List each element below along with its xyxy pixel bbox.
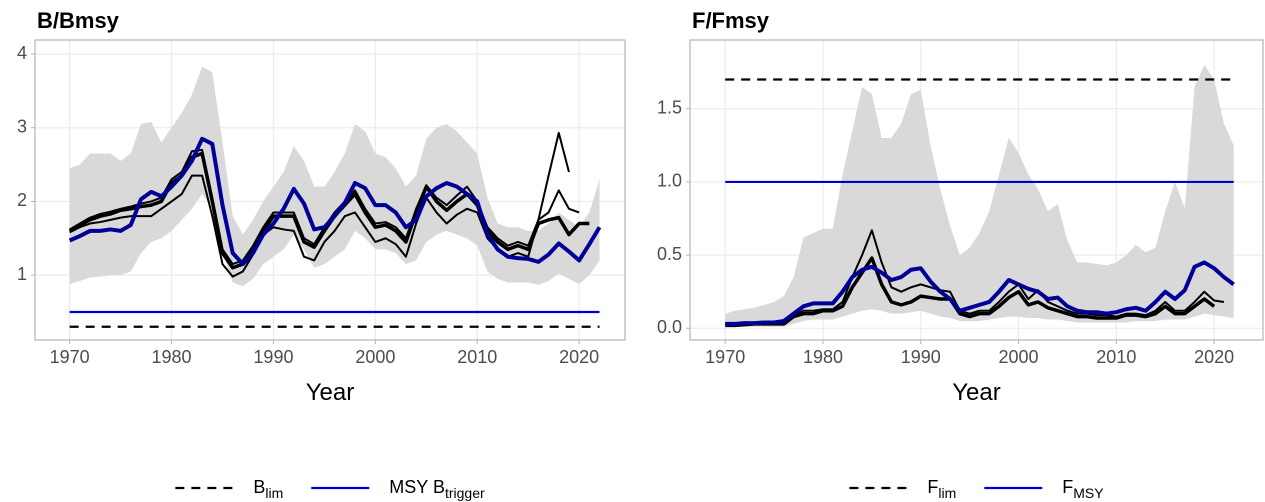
legend-label: FMSY — [1062, 477, 1104, 501]
panel: B/Bmsy 1 2 3 4 1970 1980 1990 2000 2010 2020 Year Bl… — [17, 8, 626, 501]
confidence-band — [725, 64, 1234, 327]
legend: Flim FMSY — [849, 477, 1104, 501]
x-tick-label: 1970 — [50, 347, 90, 367]
y-tick-label: 2 — [17, 190, 27, 210]
legend-name: F — [1062, 477, 1073, 497]
legend-subscript: lim — [938, 485, 956, 501]
y-tick-label: 1.0 — [657, 171, 682, 191]
x-tick-label: 2000 — [999, 347, 1039, 367]
y-tick-label: 1 — [17, 264, 27, 284]
panel-title: B/Bmsy — [37, 8, 120, 33]
legend-label: MSY Btrigger — [389, 477, 485, 501]
y-tick-label: 0.5 — [657, 244, 682, 264]
x-tick-label: 1980 — [803, 347, 843, 367]
x-tick-label: 2010 — [1096, 347, 1136, 367]
legend-subscript: MSY — [1073, 485, 1104, 501]
y-tick-label: 3 — [17, 116, 27, 136]
confidence-band — [69, 66, 600, 287]
x-axis-title: Year — [952, 379, 1001, 406]
legend-label: Flim — [927, 477, 956, 501]
panel-title: F/Fmsy — [692, 8, 770, 33]
legend: Blim MSY Btrigger — [175, 477, 485, 501]
x-tick-label: 1990 — [253, 347, 293, 367]
x-tick-label: 2010 — [457, 347, 497, 367]
legend-name: B — [253, 477, 265, 497]
x-tick-label: 2000 — [355, 347, 395, 367]
series-line — [725, 229, 1225, 325]
series-line — [68, 136, 602, 267]
x-tick-label: 1990 — [901, 347, 941, 367]
y-tick-label: 4 — [17, 43, 27, 63]
y-tick-label: 0.0 — [657, 317, 682, 337]
series-line — [725, 256, 1216, 328]
legend-subscript: trigger — [445, 485, 485, 501]
x-tick-label: 1980 — [152, 347, 192, 367]
legend-name: F — [927, 477, 938, 497]
legend-subscript: lim — [265, 485, 283, 501]
y-tick-label: 1.5 — [657, 98, 682, 118]
series-line — [725, 260, 1235, 326]
plot-border — [34, 39, 626, 341]
x-tick-label: 1970 — [705, 347, 745, 367]
legend-name: MSY B — [389, 477, 445, 497]
x-tick-label: 2020 — [1194, 347, 1234, 367]
plot-border — [689, 39, 1264, 341]
panel: F/Fmsy 0.0 0.5 1.0 1.5 1970 1980 1990 2000 2010 20… — [657, 8, 1264, 501]
x-axis-title: Year — [306, 379, 355, 406]
x-tick-label: 2020 — [559, 347, 599, 367]
legend-label: Blim — [253, 477, 283, 501]
